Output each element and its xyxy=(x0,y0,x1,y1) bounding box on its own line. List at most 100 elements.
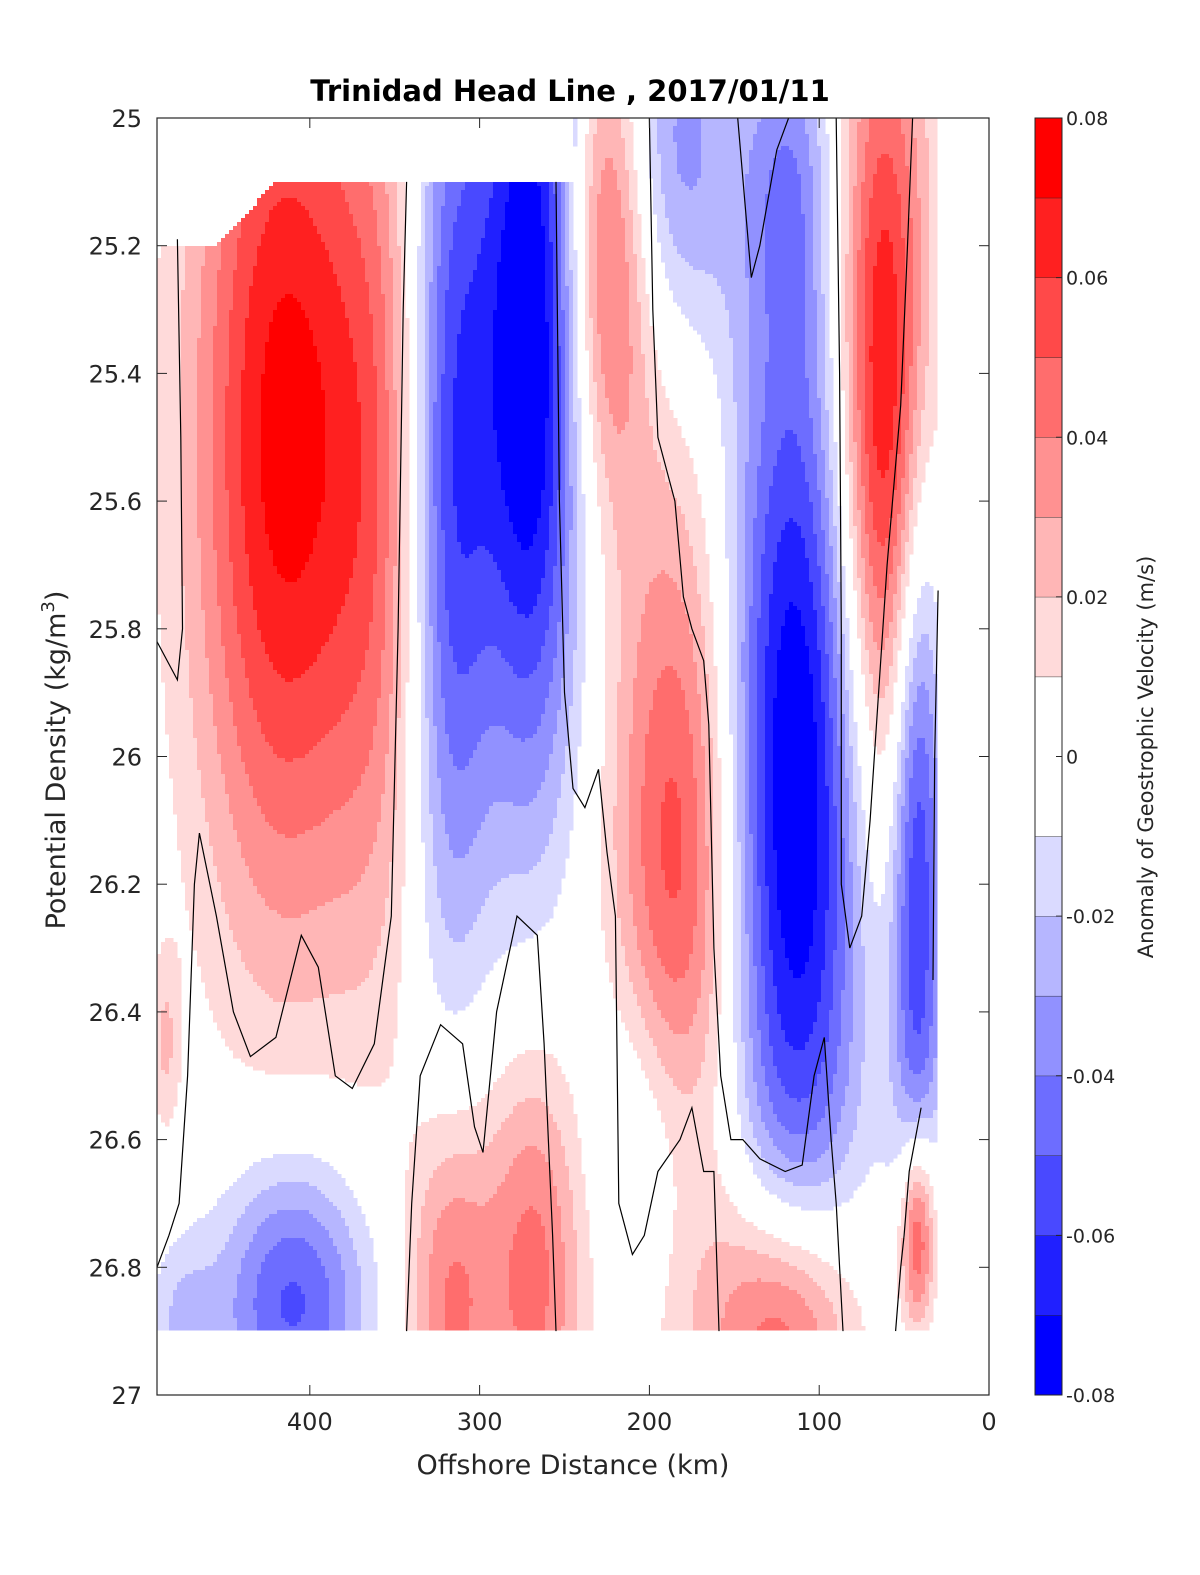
heatmap-cell xyxy=(765,278,806,283)
heatmap-cell xyxy=(589,206,598,211)
heatmap-cell xyxy=(893,422,902,427)
heatmap-cell xyxy=(857,498,866,503)
heatmap-cell xyxy=(577,526,586,531)
heatmap-cell xyxy=(869,118,902,123)
heatmap-cell xyxy=(181,438,198,443)
heatmap-cell xyxy=(805,274,814,279)
heatmap-cell xyxy=(181,406,198,411)
heatmap-cell xyxy=(749,306,766,311)
heatmap-cell xyxy=(181,318,202,323)
heatmap-cell xyxy=(865,150,906,155)
heatmap-cell xyxy=(453,450,498,455)
heatmap-cell xyxy=(749,158,774,163)
heatmap-cell xyxy=(429,310,438,315)
heatmap-cell xyxy=(365,266,382,271)
heatmap-cell xyxy=(497,290,546,295)
heatmap-cell xyxy=(833,554,838,559)
heatmap-cell xyxy=(549,406,554,411)
heatmap-cell xyxy=(909,390,918,395)
heatmap-cell xyxy=(669,218,746,223)
heatmap-cell xyxy=(429,362,438,367)
heatmap-cell xyxy=(729,310,750,315)
heatmap-cell xyxy=(617,534,690,539)
heatmap-cell xyxy=(813,238,822,243)
heatmap-cell xyxy=(561,206,566,211)
heatmap-cell xyxy=(873,382,898,387)
heatmap-cell xyxy=(653,198,666,203)
heatmap-cell xyxy=(817,366,826,371)
heatmap-cell xyxy=(861,526,866,531)
heatmap-cell xyxy=(745,574,754,579)
heatmap-cell xyxy=(517,534,534,539)
heatmap-cell xyxy=(157,562,182,567)
heatmap-cell xyxy=(437,570,446,575)
heatmap-cell xyxy=(737,470,746,475)
heatmap-cell xyxy=(769,190,802,195)
heatmap-cell xyxy=(381,250,390,255)
heatmap-cell xyxy=(421,186,426,191)
heatmap-cell xyxy=(565,238,570,243)
heatmap-cell xyxy=(821,214,830,219)
heatmap-cell xyxy=(181,526,198,531)
heatmap-cell xyxy=(849,250,854,255)
heatmap-cell xyxy=(765,302,806,307)
heatmap-cell xyxy=(401,462,410,467)
heatmap-cell xyxy=(821,406,826,411)
heatmap-cell xyxy=(425,366,430,371)
heatmap-cell xyxy=(657,238,674,243)
heatmap-cell xyxy=(865,242,878,247)
heatmap-cell xyxy=(429,482,434,487)
heatmap-cell xyxy=(181,414,198,419)
heatmap-cell xyxy=(737,426,750,431)
heatmap-cell xyxy=(213,422,226,427)
heatmap-cell xyxy=(561,226,566,231)
heatmap-cell xyxy=(749,294,766,299)
heatmap-cell xyxy=(377,394,390,399)
heatmap-cell xyxy=(425,230,434,235)
heatmap-cell xyxy=(417,546,426,551)
heatmap-cell xyxy=(441,450,454,455)
heatmap-cell xyxy=(605,562,618,567)
heatmap-cell xyxy=(589,370,594,375)
heatmap-cell xyxy=(593,450,602,455)
heatmap-cell xyxy=(593,374,606,379)
heatmap-cell xyxy=(781,442,798,447)
heatmap-cell xyxy=(385,346,394,351)
heatmap-cell xyxy=(813,226,822,231)
heatmap-cell xyxy=(157,550,182,555)
heatmap-cell xyxy=(561,298,570,303)
heatmap-cell xyxy=(905,466,910,471)
heatmap-cell xyxy=(417,486,426,491)
heatmap-cell xyxy=(657,150,678,155)
heatmap-cell xyxy=(865,274,874,279)
heatmap-cell xyxy=(545,482,554,487)
heatmap-cell xyxy=(665,470,694,475)
heatmap-cell xyxy=(285,294,294,299)
heatmap-cell xyxy=(325,486,362,491)
heatmap-cell xyxy=(745,210,766,215)
heatmap-cell xyxy=(381,274,394,279)
heatmap-cell xyxy=(589,254,598,259)
heatmap-cell xyxy=(589,398,598,403)
heatmap-cell xyxy=(501,246,546,251)
heatmap-cell xyxy=(417,350,426,355)
heatmap-cell xyxy=(573,522,578,527)
heatmap-cell xyxy=(785,522,798,527)
heatmap-cell xyxy=(157,426,182,431)
heatmap-cell xyxy=(769,314,806,319)
heatmap-cell xyxy=(829,514,834,519)
heatmap-cell xyxy=(573,354,578,359)
heatmap-cell xyxy=(377,230,390,235)
heatmap-cell xyxy=(505,498,542,503)
heatmap-cell xyxy=(861,466,870,471)
heatmap-cell xyxy=(821,518,830,523)
heatmap-cell xyxy=(585,242,590,247)
heatmap-cell xyxy=(757,470,774,475)
heatmap-cell xyxy=(225,406,242,411)
heatmap-cell xyxy=(913,122,926,127)
heatmap-cell xyxy=(429,494,434,499)
heatmap-cell xyxy=(485,218,506,223)
heatmap-cell xyxy=(225,410,242,415)
heatmap-cell xyxy=(849,458,858,463)
heatmap-cell xyxy=(921,426,938,431)
